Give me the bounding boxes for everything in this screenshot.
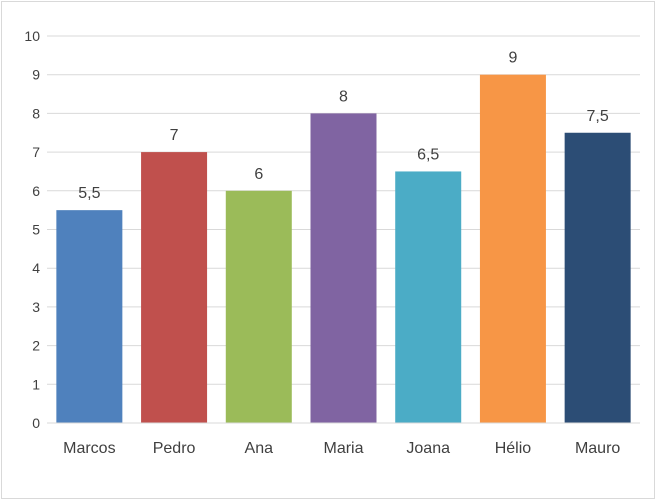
- data-label: 7,5: [587, 108, 609, 125]
- bar-mauro: [564, 132, 631, 423]
- y-tick-label: 7: [32, 144, 40, 160]
- y-tick-label: 10: [24, 28, 40, 44]
- data-label: 6,5: [417, 146, 439, 163]
- y-tick-label: 6: [32, 183, 40, 199]
- data-labels: 5,5 7 6 8 6,5 9 7,5: [78, 50, 609, 202]
- y-tick-label: 5: [32, 222, 40, 238]
- bar-ana: [225, 190, 292, 423]
- y-tick-label: 3: [32, 299, 40, 315]
- category-label: Marcos: [63, 440, 115, 457]
- bars: [56, 74, 631, 424]
- y-tick-label: 8: [32, 105, 40, 121]
- bar-marcos: [56, 210, 123, 423]
- bar-hélio: [479, 74, 546, 423]
- y-tick-label: 9: [32, 67, 40, 83]
- data-label: 7: [170, 127, 179, 144]
- category-label: Ana: [245, 440, 274, 457]
- bar-maria: [310, 113, 377, 424]
- data-label: 9: [508, 50, 517, 67]
- category-label: Mauro: [575, 440, 620, 457]
- y-tick-label: 0: [32, 415, 40, 431]
- y-axis-tick-labels: 0 1 2 3 4 5 6 7 8 9 10: [24, 28, 40, 431]
- y-tick-label: 1: [32, 376, 40, 392]
- category-label: Joana: [406, 440, 450, 457]
- data-label: 5,5: [78, 185, 100, 202]
- data-label: 8: [339, 88, 348, 105]
- y-tick-label: 4: [32, 260, 40, 276]
- bar-joana: [395, 171, 462, 423]
- y-tick-label: 2: [32, 338, 40, 354]
- x-axis-category-labels: Marcos Pedro Ana Maria Joana Hélio Mauro: [63, 440, 620, 457]
- category-label: Pedro: [153, 440, 196, 457]
- data-label: 6: [254, 166, 263, 183]
- category-label: Maria: [323, 440, 363, 457]
- bar-pedro: [141, 152, 208, 423]
- category-label: Hélio: [495, 440, 532, 457]
